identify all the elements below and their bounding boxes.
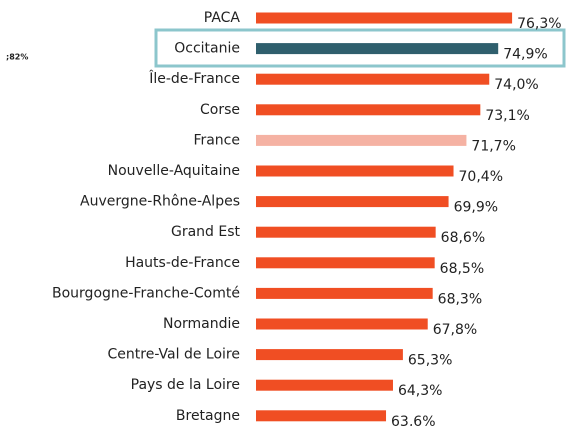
bar bbox=[256, 134, 467, 146]
category-label: Occitanie bbox=[174, 41, 240, 57]
category-label: Corse bbox=[200, 102, 240, 118]
bar bbox=[256, 104, 481, 116]
bar bbox=[256, 12, 513, 24]
value-label: 68,5% bbox=[440, 261, 484, 277]
bar bbox=[256, 318, 428, 330]
highlight-box bbox=[154, 28, 566, 68]
bar bbox=[256, 410, 387, 422]
category-label: Auvergne-Rhône-Alpes bbox=[80, 194, 240, 210]
bar bbox=[256, 379, 393, 391]
value-label: 73,1% bbox=[485, 108, 529, 124]
value-label: 68,6% bbox=[441, 230, 485, 246]
value-label: 76,3% bbox=[517, 16, 561, 32]
value-label: 69,9% bbox=[454, 200, 498, 216]
category-label: Bourgogne-Franche-Comté bbox=[52, 285, 240, 301]
value-label: 70,4% bbox=[459, 169, 503, 185]
bar bbox=[256, 287, 433, 299]
category-label: Grand Est bbox=[171, 224, 241, 240]
bar bbox=[256, 196, 449, 208]
category-label: Normandie bbox=[163, 316, 240, 332]
category-label: Centre-Val de Loire bbox=[108, 347, 240, 363]
value-label: 63,6% bbox=[391, 414, 435, 426]
bar bbox=[256, 43, 499, 55]
value-label: 65,3% bbox=[408, 353, 452, 369]
bar bbox=[256, 257, 435, 269]
bar bbox=[256, 226, 436, 238]
category-label: Pays de la Loire bbox=[131, 377, 240, 393]
category-label: Hauts-de-France bbox=[125, 255, 240, 271]
value-label: 74,9% bbox=[503, 47, 547, 63]
category-label: PACA bbox=[204, 10, 241, 26]
category-label: Île-de-France bbox=[148, 69, 240, 87]
value-label: 64,3% bbox=[398, 383, 442, 399]
category-label: Bretagne bbox=[176, 408, 240, 424]
bar bbox=[256, 73, 490, 85]
value-label: 68,3% bbox=[438, 291, 482, 307]
value-label: 71,7% bbox=[471, 138, 515, 154]
value-label: 67,8% bbox=[433, 322, 477, 338]
category-label: Nouvelle-Aquitaine bbox=[108, 163, 240, 179]
bar bbox=[256, 349, 403, 361]
annotation: ;82% bbox=[6, 53, 28, 62]
category-label: France bbox=[193, 132, 240, 148]
bar bbox=[256, 165, 454, 177]
value-label: 74,0% bbox=[494, 77, 538, 93]
